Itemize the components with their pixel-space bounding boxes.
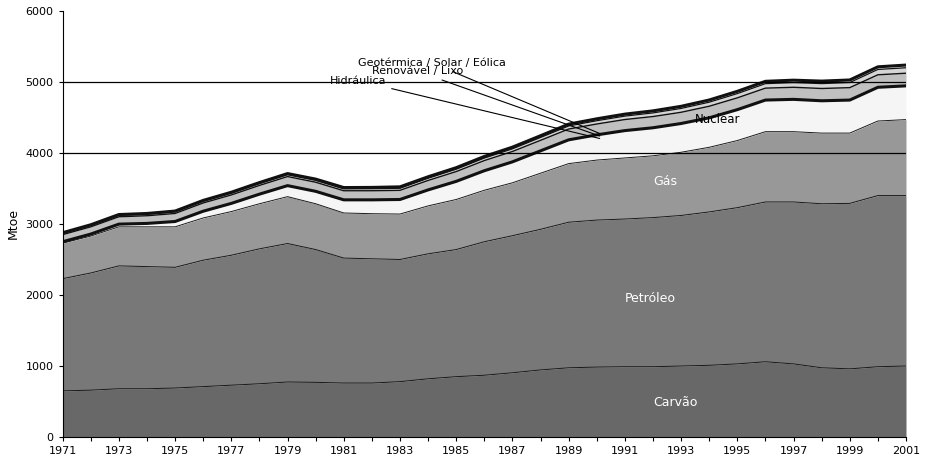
Text: Carvão: Carvão <box>653 396 697 409</box>
Text: Renovável / Lixo: Renovável / Lixo <box>372 66 600 136</box>
Text: Geotérmica / Solar / Eólica: Geotérmica / Solar / Eólica <box>358 58 600 133</box>
Text: Petróleo: Petróleo <box>625 292 676 305</box>
Text: Nuclear: Nuclear <box>695 113 741 126</box>
Text: Hidráulica: Hidráulica <box>330 75 600 138</box>
Y-axis label: Mtoe: Mtoe <box>6 208 20 239</box>
Text: Gás: Gás <box>653 175 677 188</box>
